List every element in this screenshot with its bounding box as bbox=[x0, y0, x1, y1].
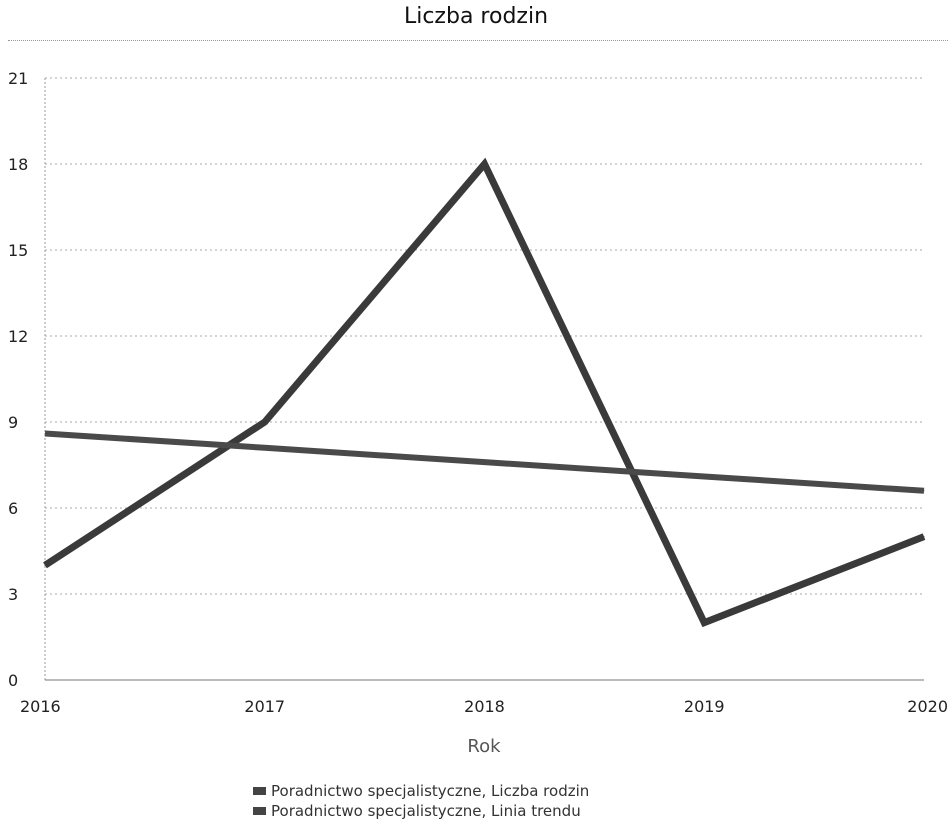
y-tick-label-0: 0 bbox=[8, 671, 18, 690]
data-point-series-1-2016 bbox=[44, 564, 46, 566]
y-tick-label-12: 12 bbox=[8, 327, 28, 346]
y-tick-label-3: 3 bbox=[8, 585, 18, 604]
data-point-series-1-2020 bbox=[923, 536, 925, 538]
x-tick-label-2017: 2017 bbox=[244, 697, 285, 716]
legend-swatch-series-1 bbox=[253, 787, 266, 795]
series-lines bbox=[43, 157, 926, 628]
y-tick-label-15: 15 bbox=[8, 241, 28, 260]
chart-title: Liczba rodzin bbox=[403, 4, 549, 29]
legend-item-series-1: Poradnictwo specjalistyczne, Liczba rodz… bbox=[253, 781, 589, 801]
x-axis-title: Rok bbox=[467, 736, 501, 757]
data-point-series-1-2018 bbox=[484, 163, 485, 165]
x-tick-label-2018: 2018 bbox=[464, 697, 505, 716]
data-point-series-2-2017 bbox=[264, 447, 266, 449]
y-tick-labels: 0 3 6 9 12 15 18 21 bbox=[8, 69, 28, 690]
gridlines bbox=[45, 77, 924, 595]
legend: Poradnictwo specjalistyczne, Liczba rodz… bbox=[253, 781, 589, 821]
legend-label-series-1: Poradnictwo specjalistyczne, Liczba rodz… bbox=[271, 782, 590, 800]
legend-label-series-2: Poradnictwo specjalistyczne, Linia trend… bbox=[271, 802, 581, 820]
data-point-series-1-2019 bbox=[703, 622, 705, 624]
data-point-series-2-2016 bbox=[44, 432, 46, 434]
data-point-series-2-2020 bbox=[923, 490, 925, 492]
data-point-series-2-2019 bbox=[703, 475, 705, 477]
legend-swatch-series-2 bbox=[253, 807, 266, 815]
x-tick-label-2019: 2019 bbox=[684, 697, 725, 716]
data-point-series-1-2017 bbox=[264, 421, 266, 423]
axes bbox=[44, 78, 924, 681]
legend-item-series-2: Poradnictwo specjalistyczne, Linia trend… bbox=[253, 801, 589, 821]
title-divider bbox=[8, 40, 948, 41]
x-tick-label-2020: 2020 bbox=[907, 697, 948, 716]
y-tick-label-9: 9 bbox=[8, 413, 18, 432]
data-point-series-2-2018 bbox=[484, 461, 485, 463]
series-line-1 bbox=[43, 157, 926, 628]
y-tick-label-6: 6 bbox=[8, 499, 18, 518]
y-tick-label-21: 21 bbox=[8, 69, 28, 88]
y-tick-label-18: 18 bbox=[8, 155, 28, 174]
x-tick-label-2016: 2016 bbox=[20, 697, 61, 716]
x-tick-labels: 2016 2017 2018 2019 2020 bbox=[20, 697, 948, 716]
